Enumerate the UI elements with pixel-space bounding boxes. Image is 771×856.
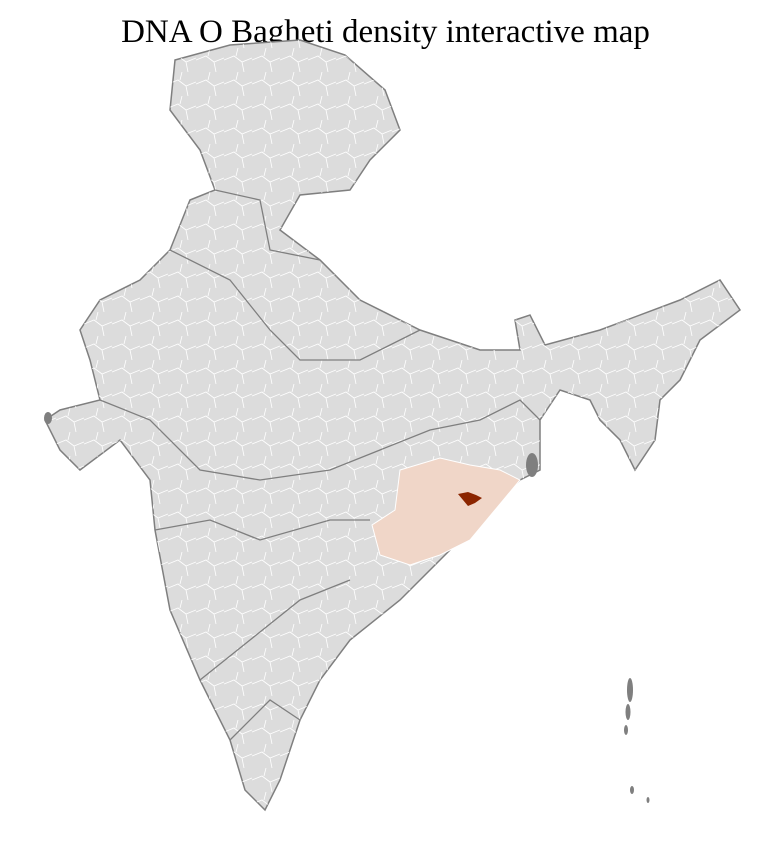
islands [44,412,650,803]
country-outline [44,39,742,812]
map-title: DNA O Bagheti density interactive map [121,14,650,50]
state-borders [99,189,541,741]
high-density-district [458,492,482,506]
odisha-region [371,457,521,566]
